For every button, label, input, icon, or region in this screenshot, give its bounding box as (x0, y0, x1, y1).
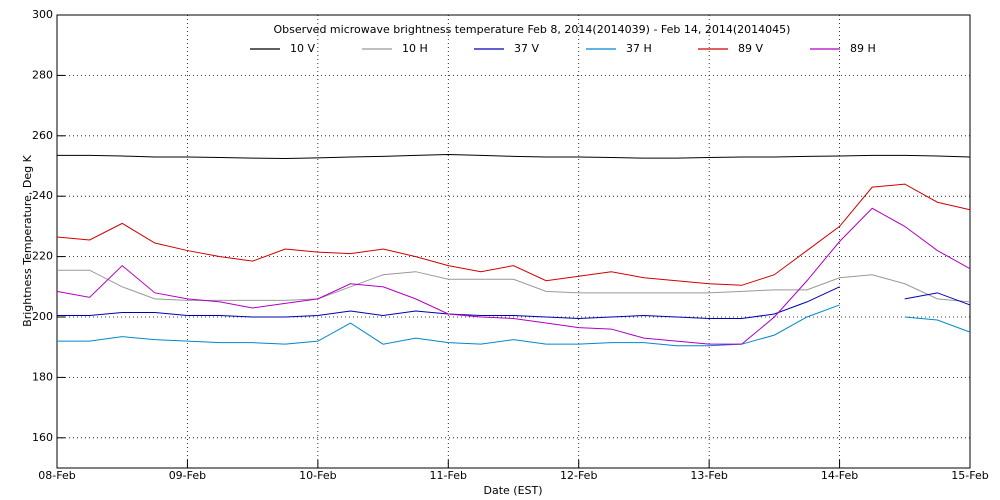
y-tick-label: 240 (32, 189, 53, 202)
legend-label: 89 H (850, 42, 876, 55)
y-axis-label: Brightness Temperature, Deg K (21, 154, 34, 326)
legend-label: 37 H (626, 42, 652, 55)
series-line (57, 269, 971, 303)
series-line (56, 183, 971, 286)
x-tick-label: 08-Feb (38, 469, 75, 482)
series-line (57, 154, 971, 159)
y-tick-label: 220 (32, 250, 53, 263)
x-tick-label: 09-Feb (169, 469, 206, 482)
x-tick-label: 12-Feb (560, 469, 597, 482)
y-tick-label: 200 (32, 310, 53, 323)
legend-label: 10 V (290, 42, 315, 55)
x-tick-label: 15-Feb (951, 469, 988, 482)
x-tick-label: 14-Feb (821, 469, 858, 482)
x-tick-label: 10-Feb (299, 469, 336, 482)
x-tick-label: 13-Feb (690, 469, 727, 482)
y-tick-label: 300 (32, 8, 53, 21)
y-tick-label: 260 (32, 129, 53, 142)
legend-label: 37 V (514, 42, 539, 55)
y-tick-label: 160 (32, 431, 53, 444)
legend-label: 89 V (738, 42, 763, 55)
series-line (56, 207, 971, 345)
chart-title: Observed microwave brightness temperatur… (274, 23, 791, 36)
y-tick-label: 280 (32, 68, 53, 81)
x-tick-label: 11-Feb (430, 469, 467, 482)
series-line (57, 286, 971, 320)
y-tick-label: 180 (32, 370, 53, 383)
plot-frame (56, 14, 971, 469)
legend-label: 10 H (402, 42, 428, 55)
x-axis-label: Date (EST) (483, 484, 542, 497)
series-line (57, 304, 971, 347)
